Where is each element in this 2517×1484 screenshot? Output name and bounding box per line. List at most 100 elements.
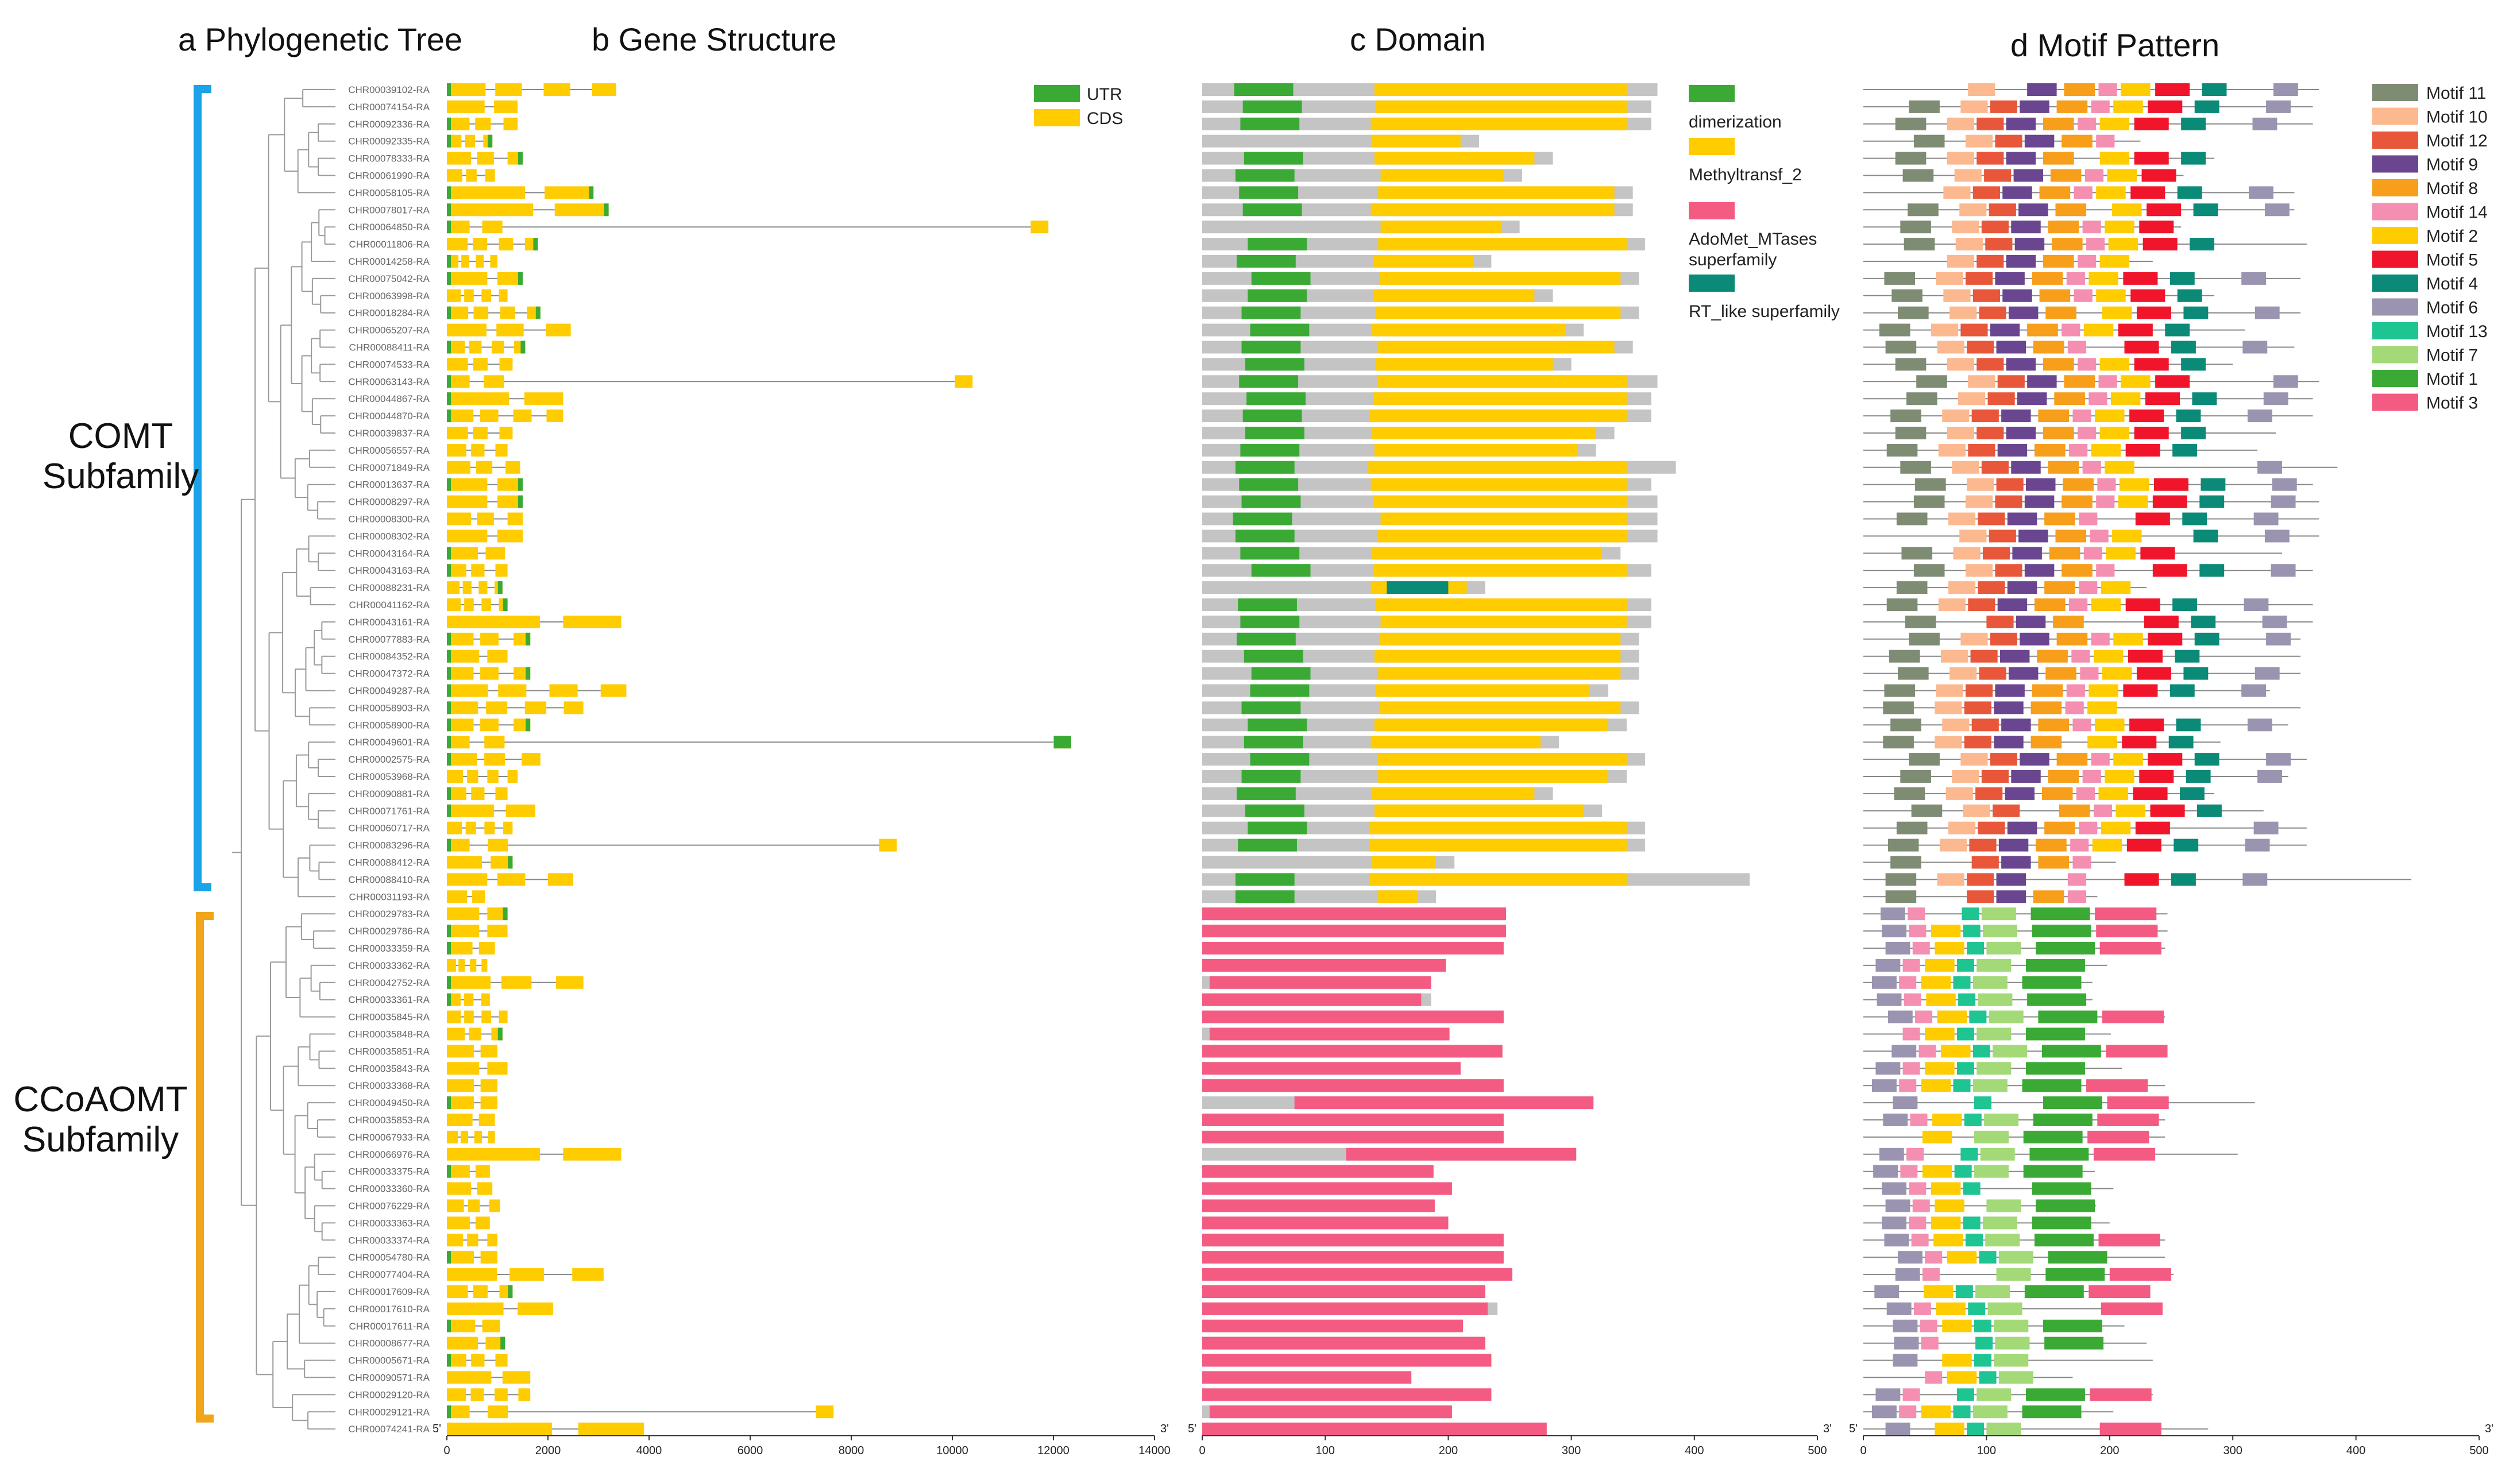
dimerization-domain <box>1248 289 1307 302</box>
motif-box <box>2022 1079 2082 1092</box>
motif-box <box>1995 564 2022 577</box>
motif-box <box>2255 667 2280 680</box>
cds-exon <box>497 873 526 886</box>
motif-box <box>1972 289 2000 302</box>
dimerization-domain <box>1244 152 1303 165</box>
methyltransf2-domain <box>1376 358 1553 371</box>
cds-exon <box>447 1147 540 1161</box>
adomet-mtases-domain <box>1202 1336 1485 1350</box>
adomet-mtases-domain <box>1202 1062 1461 1075</box>
motif-box <box>1922 1165 1952 1178</box>
motif-box <box>1959 203 1987 217</box>
utr-segment <box>589 186 594 199</box>
motif-box <box>2247 409 2272 423</box>
cds-exon <box>480 409 499 423</box>
cds-exon <box>478 581 488 594</box>
cds-exon <box>447 1285 468 1298</box>
motif-box <box>1942 409 1970 423</box>
motif-box <box>1952 770 1979 783</box>
dimerization-domain <box>1241 770 1301 783</box>
cds-exon <box>499 427 513 439</box>
motif-box <box>1996 873 2026 886</box>
motif-box <box>1949 306 1977 319</box>
cds-exon <box>471 1354 485 1367</box>
motif-box <box>2192 392 2217 405</box>
adomet-mtases-domain <box>1202 1251 1504 1264</box>
gene-label: CHR00092335-RA <box>348 136 430 147</box>
motif-box <box>2024 134 2055 148</box>
motif-box <box>1885 942 1910 954</box>
motif-box <box>1925 1371 1943 1384</box>
cds-exon <box>480 718 499 732</box>
motif-box <box>1996 341 2026 354</box>
cds-exon <box>447 581 460 594</box>
cds-exon <box>447 443 466 457</box>
methyltransf2-domain <box>1369 873 1627 886</box>
motif-box <box>2135 512 2170 525</box>
dimerization-domain <box>1251 564 1311 577</box>
motif-box <box>2024 1285 2084 1298</box>
adomet-mtases-domain <box>1202 1423 1547 1436</box>
dimerization-domain <box>1238 598 1297 611</box>
motif-box <box>1971 718 1999 732</box>
legend-label: dimerization <box>1689 113 1782 132</box>
motif-box <box>2078 427 2097 439</box>
gene-label: CHR00049601-RA <box>348 737 430 748</box>
motif-box <box>1963 804 1990 817</box>
motif-box <box>2113 753 2143 766</box>
motif-box <box>2048 221 2079 234</box>
motif-box <box>1987 392 2015 405</box>
adomet-mtases-domain <box>1202 1388 1492 1401</box>
motif-box <box>1953 976 1971 989</box>
motif-box <box>2140 547 2175 560</box>
cds-exon <box>482 221 503 234</box>
methyltransf2-domain <box>1380 169 1504 182</box>
legend-label: CDS <box>1087 109 1123 128</box>
motif-box <box>2273 83 2298 96</box>
cds-exon <box>447 221 470 234</box>
motif-box <box>2048 1251 2107 1264</box>
gene-label: CHR00014258-RA <box>348 256 430 267</box>
utr-segment <box>447 684 451 697</box>
domain-axis-end-label: 3' <box>1823 1423 1832 1435</box>
motif-box <box>1970 650 1998 663</box>
utr-segment <box>447 753 451 766</box>
cds-exon <box>447 323 487 337</box>
legend-swatch <box>2372 370 2418 387</box>
motif-box <box>2252 117 2277 130</box>
gene-structure-panel <box>447 83 1071 1436</box>
cds-exon <box>484 753 505 766</box>
motif-box <box>1974 1096 1991 1110</box>
legend-swatch <box>2372 393 2418 411</box>
motif-box <box>2023 1165 2083 1178</box>
motif-box <box>1965 1234 1983 1247</box>
motif-box <box>2002 186 2032 199</box>
gene-label: CHR00031193-RA <box>349 891 430 902</box>
cds-exon <box>447 564 466 577</box>
utr-segment <box>447 632 451 646</box>
utr-segment <box>447 838 451 852</box>
motif-box <box>1882 925 1907 938</box>
motif-box <box>2194 100 2219 113</box>
domain-axis-tick-label: 400 <box>1685 1444 1704 1457</box>
cds-exon <box>447 512 472 525</box>
motif-box <box>2095 409 2125 423</box>
motif-box <box>2071 650 2090 663</box>
motif-box <box>1972 976 2008 989</box>
motif-box <box>1899 1405 1917 1419</box>
motif-box <box>2255 306 2280 319</box>
motif-box <box>1974 1354 1991 1367</box>
motif-box <box>2249 186 2273 199</box>
motif-box <box>2150 804 2185 817</box>
motif-box <box>2112 530 2142 543</box>
gene-label: CHR00035843-RA <box>348 1063 430 1074</box>
utr-segment <box>447 942 451 954</box>
utr-segment <box>447 1251 451 1264</box>
motif-box <box>2135 821 2170 834</box>
motif-box <box>2148 753 2183 766</box>
dimerization-domain <box>1250 684 1310 697</box>
cds-exon <box>563 1147 621 1161</box>
motif-box <box>2006 117 2036 130</box>
motif-box <box>2194 753 2219 766</box>
